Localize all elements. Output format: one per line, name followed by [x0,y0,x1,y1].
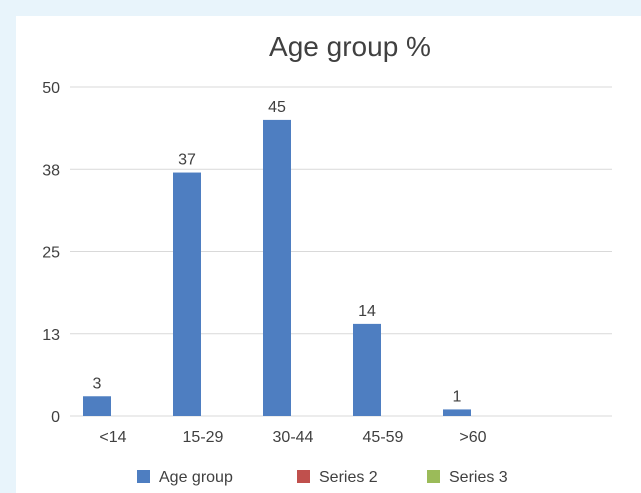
bar [173,172,201,416]
data-label: 3 [93,375,102,392]
y-tick-label: 25 [42,245,60,262]
data-labels: 3 37 45 14 1 [93,99,462,406]
x-tick-label: <14 [99,429,126,446]
legend-swatch [297,470,310,483]
data-label: 45 [268,99,286,116]
x-tick-label: >60 [459,429,486,446]
bars [83,119,471,417]
data-label: 14 [358,303,376,320]
x-tick-label: 30-44 [273,429,314,446]
legend-label: Series 2 [319,469,378,486]
data-label: 37 [178,152,196,169]
legend: Age group Series 2 Series 3 [137,469,508,486]
legend-swatch [137,470,150,483]
chart-panel [16,16,641,493]
y-tick-label: 13 [42,327,60,344]
legend-label: Age group [159,469,233,486]
x-tick-label: 15-29 [183,429,224,446]
legend-swatch [427,470,440,483]
bar [83,396,111,416]
legend-label: Series 3 [449,469,508,486]
x-tick-label: 45-59 [363,429,404,446]
bar [443,409,471,416]
data-label: 1 [453,388,462,405]
y-tick-label: 0 [51,409,60,426]
chart-title: Age group % [269,31,431,62]
x-axis-ticks: <14 15-29 30-44 45-59 >60 [99,429,486,446]
bar [263,119,291,417]
y-axis-ticks: 0 13 25 38 50 [42,80,60,426]
y-tick-label: 50 [42,80,60,97]
y-tick-label: 38 [42,162,60,179]
gridlines [70,86,612,417]
bar [353,323,381,416]
